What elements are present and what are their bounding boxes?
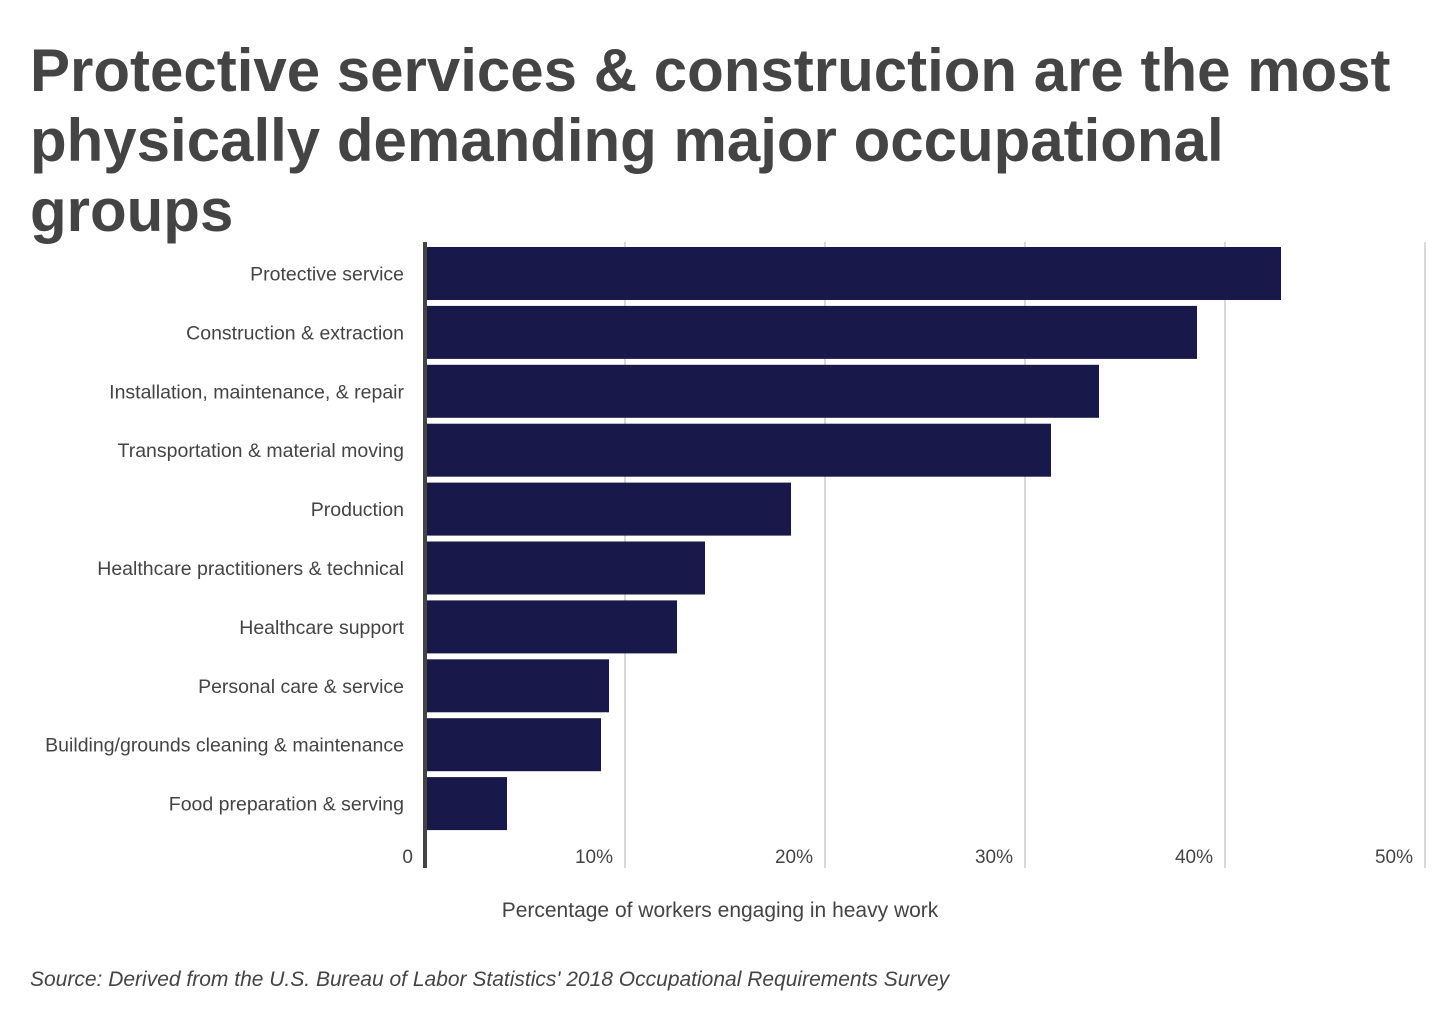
x-tick-label: 50% [1375,847,1413,868]
category-labels: Protective service Construction & extract… [45,264,404,816]
category-label: Transportation & material moving [118,440,404,462]
x-tick-label: 10% [575,847,613,868]
category-label: Healthcare practitioners & technical [97,558,404,580]
bar [425,541,705,595]
category-label: Installation, maintenance, & repair [109,381,404,403]
category-label: Healthcare support [239,617,404,639]
bar [425,482,791,536]
category-label: Protective service [250,264,404,286]
x-tick-label: 20% [775,847,813,868]
bar [425,423,1051,477]
category-label: Production [311,499,404,521]
x-tick-labels: 0 10% 20% 30% 40% 50% [402,847,1413,868]
bar [425,659,609,713]
x-axis-label: Percentage of workers engaging in heavy … [502,899,939,922]
category-label: Food preparation & serving [169,794,404,816]
category-label: Construction & extraction [186,322,404,344]
x-tick-label: 40% [1175,847,1213,868]
x-tick-label: 30% [975,847,1013,868]
bars [425,247,1281,831]
x-tick-label: 0 [402,847,413,868]
bar [425,777,507,831]
category-label: Personal care & service [198,676,404,698]
source-note: Source: Derived from the U.S. Bureau of … [30,968,950,991]
bar [425,718,601,772]
bar [425,305,1197,359]
chart-title: Protective services & construction are t… [30,37,1391,244]
category-label: Building/grounds cleaning & maintenance [45,735,404,757]
bar [425,247,1281,300]
bar [425,364,1099,418]
bar [425,600,677,654]
